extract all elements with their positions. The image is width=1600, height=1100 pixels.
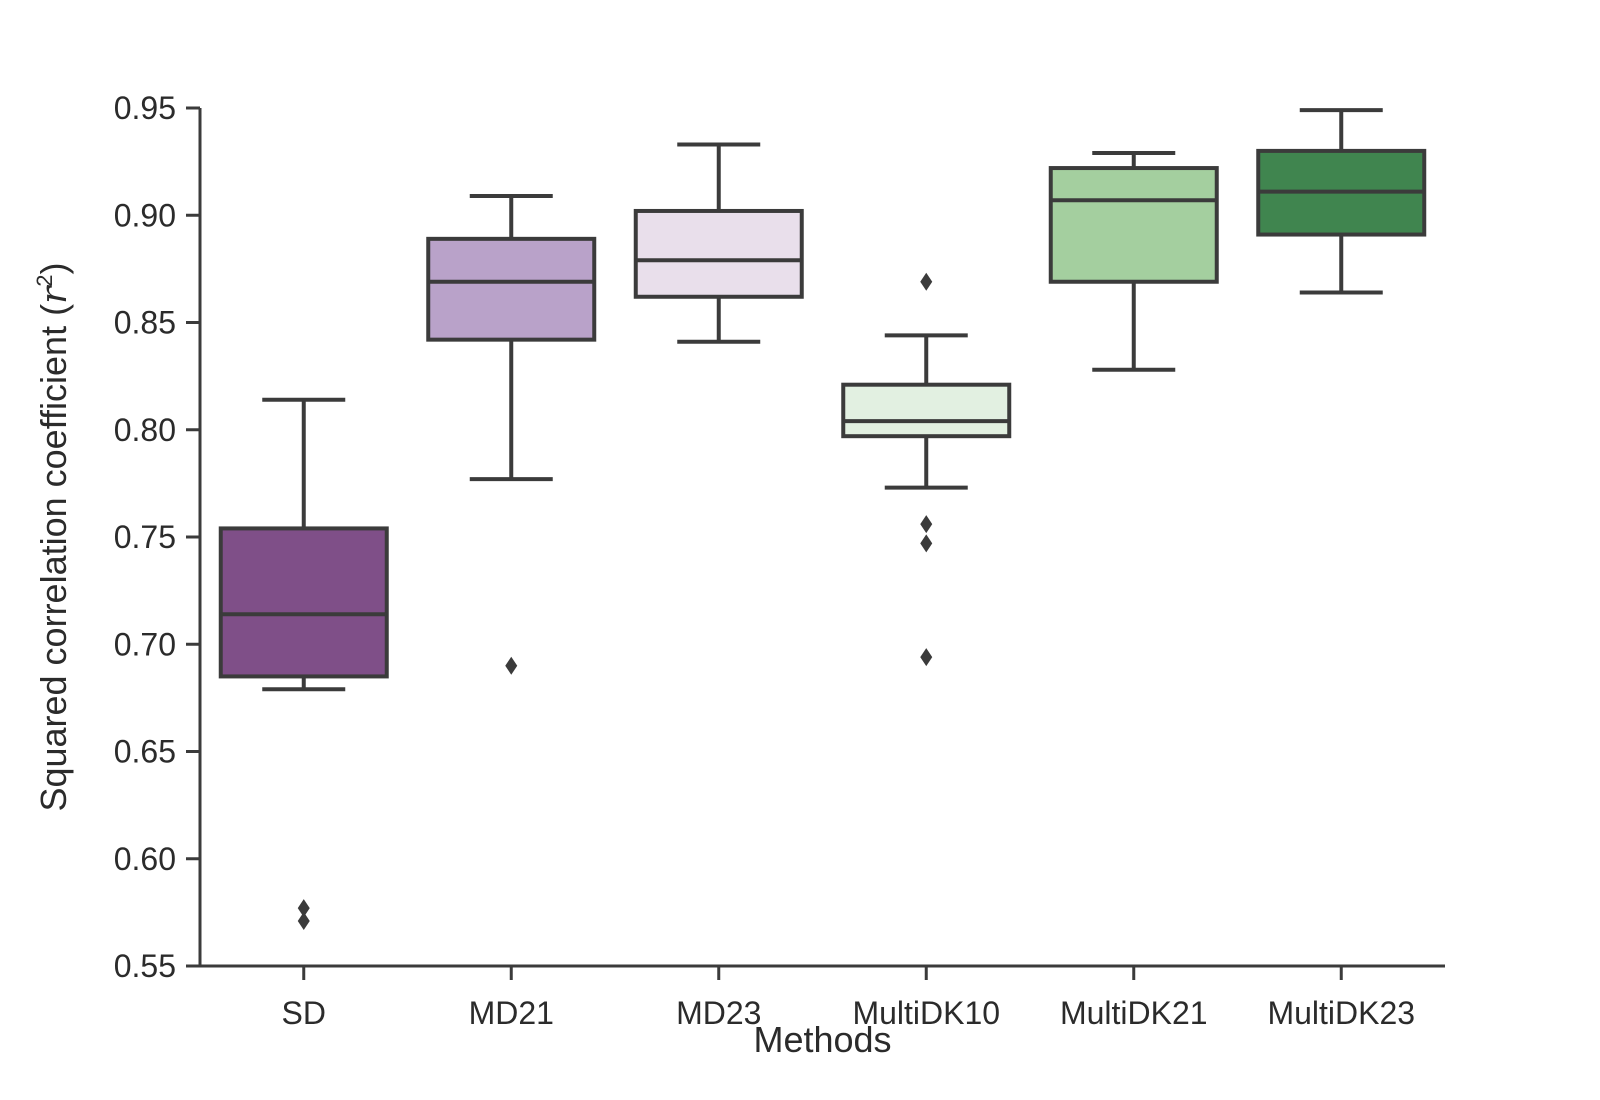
y-tick-label: 0.90 <box>114 197 176 233</box>
iqr-box <box>426 236 597 342</box>
x-axis-title: Methods <box>753 1019 891 1060</box>
y-tick-label: 0.60 <box>114 841 176 877</box>
outlier-point <box>920 534 933 553</box>
iqr-box <box>633 208 804 299</box>
y-tick-label: 0.80 <box>114 412 176 448</box>
y-axis-title-text: Squared correlation coefficient <box>33 326 74 812</box>
y-axis-title-close-paren: ) <box>33 262 74 274</box>
iqr-box <box>218 526 389 679</box>
box-sd <box>218 397 389 930</box>
y-axis-ticks: 0.55 0.60 0.65 0.70 0.75 0.80 0.85 0.90 0.95 <box>114 90 200 984</box>
box-md23 <box>633 142 804 344</box>
x-tick-label: MultiDK23 <box>1267 995 1415 1031</box>
y-axis-title-symbol: r <box>34 285 75 304</box>
box-multidk21 <box>1048 151 1219 372</box>
outlier-point <box>920 648 933 667</box>
iqr-box <box>1048 166 1219 284</box>
y-tick-label: 0.55 <box>114 948 176 984</box>
outlier-point <box>297 911 310 930</box>
outlier-point <box>297 899 310 918</box>
x-tick-label: MD21 <box>469 995 554 1031</box>
y-tick-label: 0.85 <box>114 305 176 341</box>
outlier-point <box>920 272 933 291</box>
iqr-box <box>841 382 1012 439</box>
box-multidk10 <box>841 272 1012 667</box>
x-tick-label: MD23 <box>676 995 761 1031</box>
x-axis-ticks: SD MD21 MD23 MultiDK10 MultiDK21 MultiDK23 <box>282 966 1415 1031</box>
y-tick-label: 0.65 <box>114 734 176 770</box>
y-axis-title-open-paren: ( <box>33 304 74 326</box>
y-axis-title: Squared correlation coefficient (r2) <box>32 262 75 811</box>
y-tick-label: 0.95 <box>114 90 176 126</box>
box-series <box>218 108 1427 930</box>
y-tick-label: 0.70 <box>114 626 176 662</box>
x-tick-label: MultiDK10 <box>852 995 1000 1031</box>
x-tick-label: MultiDK21 <box>1060 995 1208 1031</box>
box-md21 <box>426 193 597 675</box>
y-tick-label: 0.75 <box>114 519 176 555</box>
outlier-point <box>505 656 518 675</box>
box-multidk23 <box>1256 108 1427 295</box>
x-tick-label: SD <box>282 995 326 1031</box>
outlier-point <box>920 515 933 534</box>
y-axis-title-superscript: 2 <box>32 274 57 286</box>
